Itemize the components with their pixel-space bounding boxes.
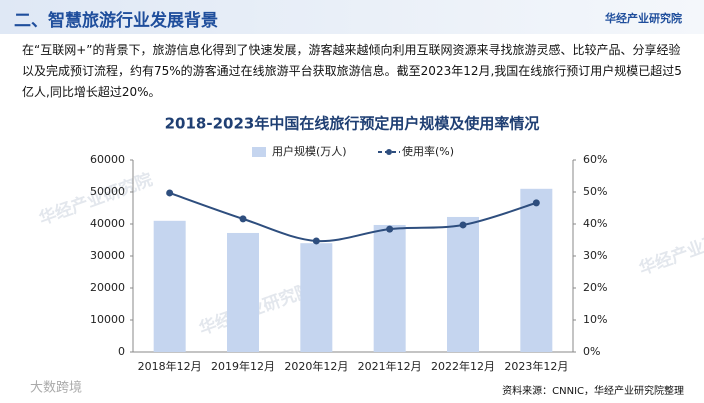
legend-swatch <box>252 147 266 157</box>
y2-tick-label: 10% <box>583 313 607 326</box>
header-bar <box>0 0 704 34</box>
y-tick-label: 60000 <box>90 153 125 166</box>
y-tick-label: 40000 <box>90 217 125 230</box>
x-tick-label: 2020年12月 <box>284 359 348 373</box>
x-tick-label: 2021年12月 <box>358 359 422 373</box>
y-tick-label: 30000 <box>90 249 125 262</box>
line-point <box>459 221 467 229</box>
logo: 华经产业研究院 <box>605 12 682 25</box>
line-point <box>386 225 394 233</box>
line-point <box>166 189 174 197</box>
y2-tick-label: 20% <box>583 281 607 294</box>
y2-tick-label: 60% <box>583 153 607 166</box>
y-tick-label: 0 <box>118 345 125 358</box>
y-tick-label: 20000 <box>90 281 125 294</box>
y2-tick-label: 0% <box>583 345 600 358</box>
y-tick-label: 50000 <box>90 185 125 198</box>
y-tick-label: 10000 <box>90 313 125 326</box>
y2-tick-label: 30% <box>583 249 607 262</box>
paragraph: 在“互联网+”的背景下，旅游信息化得到了快速发展，游客越来越倾向利用互联网资源来… <box>22 43 682 99</box>
line-point <box>532 199 540 207</box>
watermark: 华经产业研究院 <box>636 219 704 279</box>
bar <box>227 232 259 352</box>
line <box>169 192 537 243</box>
legend-label: 使用率(%) <box>402 144 454 158</box>
legend-label: 用户规模(万人) <box>272 144 347 158</box>
bar <box>300 243 333 352</box>
x-tick-label: 2019年12月 <box>211 359 275 373</box>
chart-title: 2018-2023年中国在线旅行预定用户规模及使用率情况 <box>165 115 540 133</box>
line-point <box>312 237 320 245</box>
x-tick-label: 2022年12月 <box>431 359 495 373</box>
header-title: 二、智慧旅游行业发展背景 <box>14 11 218 31</box>
y2-tick-label: 40% <box>583 217 607 230</box>
bar <box>373 224 406 352</box>
x-tick-label: 2023年12月 <box>504 359 568 373</box>
bar <box>447 216 479 352</box>
y2-tick-label: 50% <box>583 185 607 198</box>
bar <box>153 220 186 352</box>
corner-watermark: 大数跨境 <box>30 381 82 396</box>
legend-swatch <box>386 149 392 155</box>
line-point <box>239 215 247 223</box>
source: 资料来源：CNNIC，华经产业研究院整理 <box>502 386 684 397</box>
x-tick-label: 2018年12月 <box>138 359 202 373</box>
bar <box>520 188 553 352</box>
